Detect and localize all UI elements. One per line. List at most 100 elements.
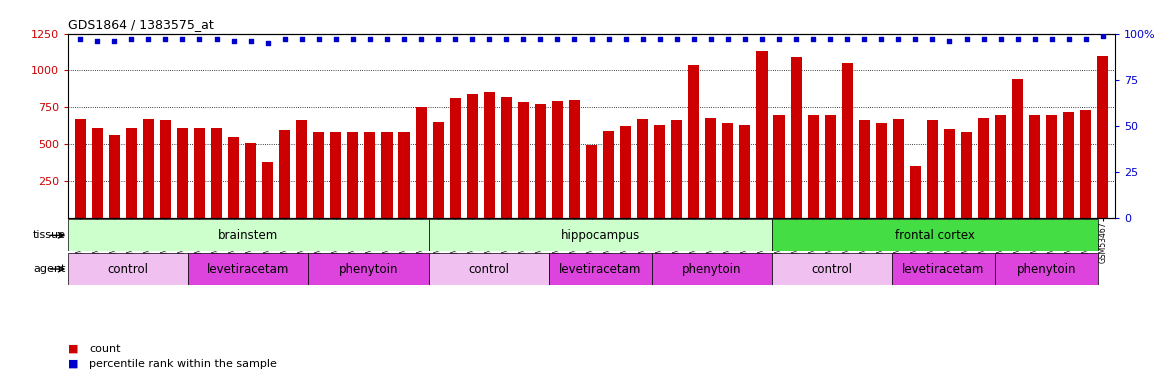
Bar [399, 132, 409, 218]
Bar [517, 102, 529, 218]
Bar [92, 128, 102, 218]
Bar [961, 132, 973, 218]
Bar [876, 123, 887, 218]
Point [548, 36, 567, 42]
Point [259, 40, 278, 46]
Point [769, 36, 788, 42]
Point [139, 36, 158, 42]
Text: control: control [108, 262, 148, 276]
Point [377, 36, 396, 42]
Bar [279, 130, 290, 218]
Bar [722, 123, 734, 218]
Bar [756, 51, 768, 217]
Point [821, 36, 840, 42]
Bar [449, 98, 461, 218]
Bar [74, 119, 86, 218]
Point [1094, 33, 1112, 39]
Point [429, 36, 448, 42]
Bar [586, 146, 597, 218]
Bar [790, 57, 802, 217]
Bar [68, 219, 428, 251]
Bar [910, 166, 921, 218]
Bar [620, 126, 632, 218]
Text: count: count [89, 344, 121, 354]
Point [701, 36, 720, 42]
Text: brainstem: brainstem [219, 229, 279, 242]
Point [207, 36, 226, 42]
Point [1042, 36, 1061, 42]
Bar [549, 253, 652, 285]
Point [156, 36, 175, 42]
Bar [978, 117, 989, 218]
Bar [740, 125, 750, 217]
Point [582, 36, 601, 42]
Bar [891, 253, 995, 285]
Point [719, 36, 737, 42]
Point [395, 36, 414, 42]
Point [514, 36, 533, 42]
Bar [944, 129, 955, 218]
Point [105, 38, 123, 44]
Point [293, 36, 312, 42]
Point [327, 36, 346, 42]
Bar [188, 253, 308, 285]
Bar [603, 131, 614, 218]
Bar [1013, 80, 1023, 218]
Point [803, 36, 822, 42]
Bar [1081, 110, 1091, 218]
Point [173, 36, 192, 42]
Point [1008, 36, 1027, 42]
Bar [381, 132, 393, 218]
Text: frontal cortex: frontal cortex [895, 229, 975, 242]
Point [633, 36, 652, 42]
Point [361, 36, 380, 42]
Bar [262, 162, 273, 218]
Bar [428, 219, 771, 251]
Text: levetiracetam: levetiracetam [207, 262, 289, 276]
Bar [652, 253, 771, 285]
Point [735, 36, 754, 42]
Bar [296, 120, 307, 218]
Point [753, 36, 771, 42]
Text: control: control [468, 262, 509, 276]
Text: levetiracetam: levetiracetam [559, 262, 641, 276]
Point [122, 36, 141, 42]
Bar [433, 122, 443, 218]
Point [343, 36, 362, 42]
Bar [858, 120, 870, 218]
Text: phenytoin: phenytoin [339, 262, 399, 276]
Bar [569, 100, 580, 218]
Bar [824, 115, 836, 218]
Bar [706, 117, 716, 218]
Bar [160, 120, 171, 218]
Point [599, 36, 617, 42]
Text: levetiracetam: levetiracetam [902, 262, 984, 276]
Bar [194, 128, 205, 218]
Point [991, 36, 1010, 42]
Point [1076, 36, 1095, 42]
Point [1025, 36, 1044, 42]
Point [616, 36, 635, 42]
Bar [467, 94, 477, 218]
Point [957, 36, 976, 42]
Point [684, 36, 703, 42]
Bar [1029, 115, 1041, 218]
Bar [552, 101, 563, 217]
Point [309, 36, 328, 42]
Point [532, 36, 550, 42]
Bar [927, 120, 938, 218]
Point [787, 36, 806, 42]
Point [974, 36, 993, 42]
Bar [654, 125, 666, 217]
Text: ■: ■ [68, 359, 79, 369]
Point [225, 38, 243, 44]
Point [650, 36, 669, 42]
Bar [415, 107, 427, 218]
Bar [771, 253, 891, 285]
Bar [308, 253, 428, 285]
Point [241, 38, 260, 44]
Text: hippocampus: hippocampus [561, 229, 640, 242]
Bar [1063, 112, 1075, 218]
Point [1060, 36, 1078, 42]
Point [497, 36, 516, 42]
